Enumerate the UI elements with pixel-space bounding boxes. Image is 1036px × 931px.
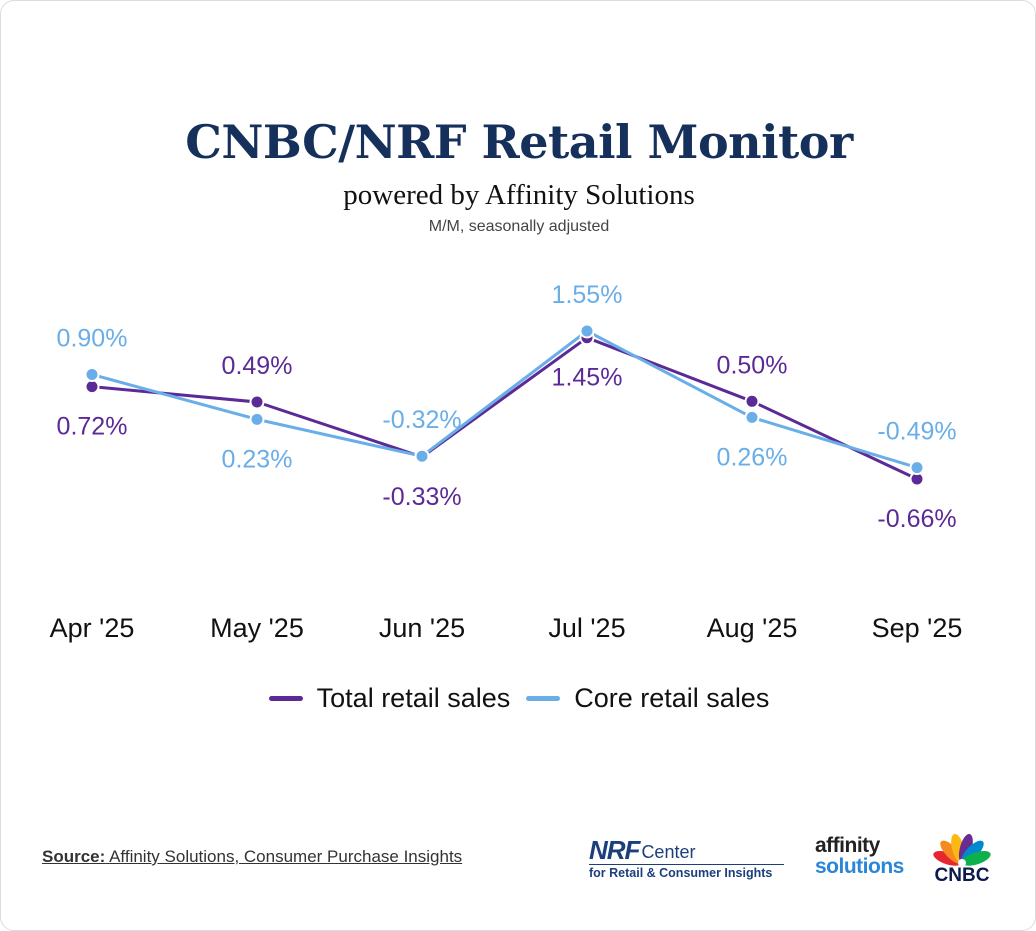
data-label-core: -0.49% [877,418,956,446]
legend-label-total: Total retail sales [316,683,511,713]
legend-item-total: Total retail sales [268,683,511,714]
legend-swatch-total [268,696,303,701]
legend-item-core: Core retail sales [526,683,769,714]
series-line-core [90,329,919,470]
nrf-logo-rule [589,864,784,865]
source-label: Source: [42,847,106,866]
data-label-core: -0.32% [382,406,461,434]
chart-note: M/M, seasonally adjusted [428,218,610,235]
nrf-logo-mark: NRF [589,835,640,865]
nrf-center-logo: NRF Center for Retail & Consumer Insight… [589,837,789,881]
cnbc-peacock-icon [933,833,991,867]
source-text: Affinity Solutions, Consumer Purchase In… [109,847,463,866]
data-label-core: 0.90% [57,325,128,353]
data-point-core [84,367,100,382]
data-label-core: 0.26% [717,443,788,471]
source-link[interactable]: Source: Affinity Solutions, Consumer Pur… [42,847,462,867]
affinity-logo-line1: affinity [815,834,880,857]
data-point-core [249,411,265,427]
series-line-total [90,336,919,481]
chart-subtitle: powered by Affinity Solutions [343,179,695,211]
x-tick-label: Jul '25 [548,613,625,643]
data-point-core [579,323,595,339]
chart-title: CNBC/NRF Retail Monitor [185,115,853,169]
affinity-solutions-logo: affinity solutions [815,835,915,877]
data-label-total: 0.50% [717,351,788,379]
legend-swatch-core [526,696,561,701]
x-tick-label: Jun '25 [379,613,465,643]
data-label-core: 0.23% [222,445,293,473]
x-tick-label: Apr '25 [50,613,135,643]
nrf-logo-center: Center [641,842,696,862]
data-point-total [744,393,760,409]
data-label-total: 1.45% [552,364,623,392]
affinity-logo-line2: solutions [815,855,904,878]
data-label-total: 0.49% [222,352,293,380]
x-tick-label: Sep '25 [872,613,963,643]
line-chart: 0.72% 0.90% Apr '25 0.49% 0.23% May '25 -0.33%… [50,281,963,643]
data-label-total: 0.72% [57,413,128,441]
data-label-core: 1.55% [552,281,623,309]
data-point-core [909,460,925,476]
data-point-total [84,379,100,395]
chart-legend: Total retail sales Core retail sales [1,683,1036,714]
legend-label-core: Core retail sales [574,683,770,713]
x-tick-label: Aug '25 [707,613,798,643]
data-point-total [249,394,265,410]
x-tick-label: May '25 [210,613,304,643]
cnbc-logo-text: CNBC [934,865,990,886]
cnbc-logo: CNBC [929,831,995,887]
data-point-core [744,409,760,425]
data-point-core [414,448,430,464]
data-label-total: -0.33% [382,483,461,511]
data-label-total: -0.66% [877,505,956,533]
nrf-logo-tagline: for Retail & Consumer Insights [589,866,773,880]
